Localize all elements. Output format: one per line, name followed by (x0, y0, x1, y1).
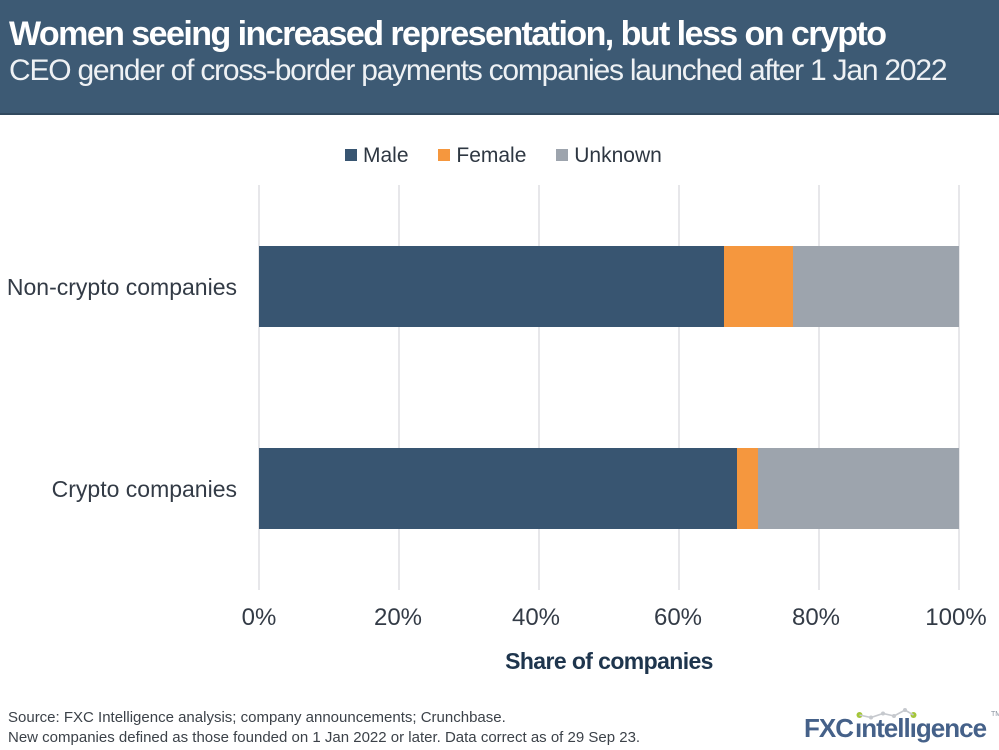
svg-text:TM: TM (991, 711, 999, 718)
svg-text:ıntellıgence: ıntellıgence (855, 713, 987, 743)
svg-text:FXC: FXC (804, 713, 854, 743)
